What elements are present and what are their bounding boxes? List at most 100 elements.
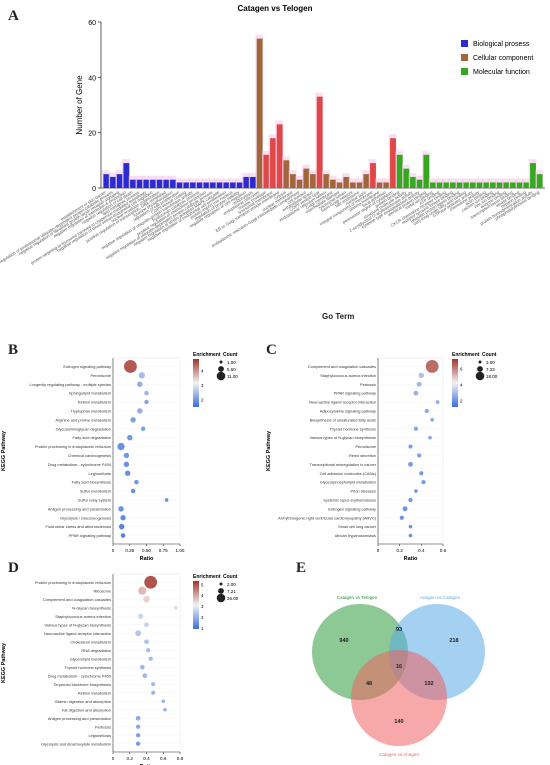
legend-color-title: Enrichment [452,352,480,358]
size-legend-label: 1.00 [227,360,236,365]
pathway-label: Tryptophan metabolism [70,408,111,413]
legend-label: Cellular component [473,55,533,62]
pathway-label: Thyroid hormone synthesis [64,665,111,670]
data-point [130,417,136,423]
bar-mf [456,182,463,188]
pathway-label: Chemical carcinogenesis [68,453,111,458]
pathway-label: Cholesterol metabolism [70,639,111,644]
bar-mf [416,179,423,188]
data-point [135,630,142,637]
pathway-label: Systemic lupus erythematosus [323,497,376,502]
x-tick-label: 0.25 [125,548,134,553]
data-point [425,360,439,373]
size-legend-label: 7.33 [486,367,495,372]
pathway-label: Staphylococcus aureus infection [320,373,376,378]
x-tick-label: 0 [377,548,380,553]
bar-mf [496,182,503,188]
data-point [142,673,148,679]
data-point [402,506,408,512]
colorbar-tick-label: 3 [201,604,204,609]
bar-bp [183,182,190,188]
bar-mf [530,163,536,188]
pathway-label: Glycerophospholipid metabolism [320,480,376,485]
x-category-label: cytosol [273,190,287,201]
bar-cc [363,174,370,188]
data-point [151,682,156,687]
venn-set-label: Catagen vs Telogen [337,595,378,600]
pathway-label: Glycerolipid metabolism [70,656,111,661]
data-point [161,699,166,704]
chart-title: Catagen vs Telogen [238,4,313,13]
size-legend-label: 18.00 [486,374,498,379]
bar-mf [430,182,436,188]
plot-area [112,357,181,545]
colorbar-tick-label: 4 [201,369,204,374]
pathway-label: Terpenoid backbone biosynthesis [53,682,111,687]
data-point [124,360,137,373]
size-legend-label: 5.50 [227,367,236,372]
pathway-label: PPAR signaling pathway [69,533,111,538]
pathway-label: Legionellosis [89,733,112,738]
bar-bp [190,182,196,188]
bar-cc [276,124,283,188]
data-point [408,444,413,449]
data-point [173,605,178,610]
x-axis-label: Ratio [140,556,154,562]
data-point [435,400,440,404]
colorbar [452,359,458,407]
bar-mf [523,182,530,188]
bar-bp [116,174,123,188]
legend-swatch [461,68,468,75]
data-point [428,435,432,440]
pathway-label: Longevity regulating pathway - multiple … [29,382,111,387]
data-point [118,506,124,512]
bar-bp [243,176,250,188]
x-tick-label: 0.75 [159,548,168,553]
bar-cc [290,174,296,188]
pathway-label: Biosynthesis of unsaturated fatty acids [310,417,376,422]
data-point [144,575,158,589]
size-legend-dot [475,371,485,381]
venn-count-a_only: 940 [339,638,348,644]
bar-cc [303,168,310,188]
x-tick-label: 0.8 [177,756,184,761]
size-legend-label: 11.00 [227,374,238,379]
x-tick-label: 0.4 [418,548,425,553]
pathway-label: Estrogen signaling pathway [328,506,376,511]
pathway-label: Protein processing in endoplasmic reticu… [35,444,111,449]
pathway-label: Pertussis [360,382,376,387]
bar-bp [150,179,156,188]
go-term-caption: Go Term [322,312,355,321]
pathway-label: Vitamin digestion and absorption [55,699,111,704]
colorbar-tick-label: 2 [201,398,204,403]
data-point [151,690,156,695]
y-axis-label: KEGG Pathway [1,430,7,471]
data-point [135,733,141,738]
pathway-label: Complement and coagulation cascades [43,597,111,602]
bar-cc [330,179,336,188]
pathway-label: PPAR signaling pathway [334,391,376,396]
legend-size-title: Count [223,352,238,358]
bar-cc [283,160,290,188]
size-legend-label: 2.00 [227,582,236,587]
colorbar-tick-label: 2 [460,399,463,404]
colorbar-tick-label: 3 [201,383,204,388]
data-point [416,381,422,387]
pathway-label: Drug metabolism - cytochrome P450 [48,673,112,678]
bar-bp [236,182,243,188]
size-legend-dot [219,360,223,364]
bar-bp [110,176,116,188]
colorbar-tick-label: 2 [201,615,204,620]
pathway-label: Thyroid hormone synthesis [329,426,376,431]
data-point [418,372,425,379]
pathway-label: Staphylococcus aureus infection [55,614,111,619]
data-point [430,418,434,422]
y-tick-label: 20 [88,131,96,138]
pathway-label: Transcriptional misregulation in cancer [310,462,377,467]
bar-mf [450,182,456,188]
bar-bp [103,174,110,188]
x-tick-label: 0 [112,548,115,553]
legend-swatch [461,40,468,47]
bar-mf [536,174,543,188]
data-point [140,426,146,432]
